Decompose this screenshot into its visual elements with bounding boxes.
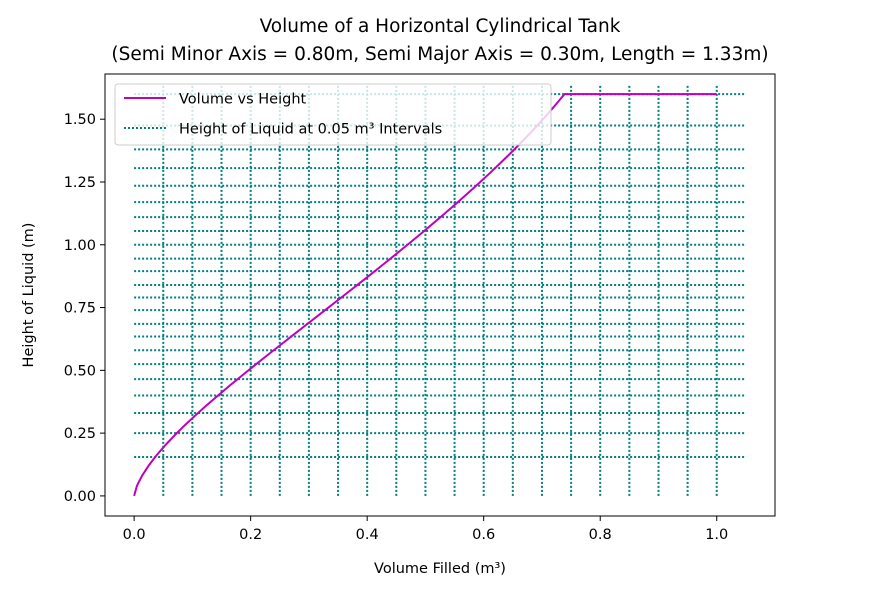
y-axis-ticks: 0.00 0.25 0.50 0.75 1.00 1.25 1.50: [64, 112, 105, 505]
volume-curve-line: [133, 93, 717, 497]
y-tick-label: 1.00: [64, 238, 96, 254]
interval-guide-lines: [134, 84, 746, 496]
x-tick-label: 0.0: [123, 527, 146, 543]
legend: Volume vs Height Height of Liquid at 0.0…: [114, 83, 552, 146]
y-tick-label: 0.75: [64, 301, 96, 317]
axes-background: [105, 74, 775, 516]
x-axis-ticks: 0.0 0.2 0.4 0.6 0.8 1.0: [123, 516, 728, 543]
x-axis-label: Volume Filled (m³): [374, 561, 506, 577]
legend-box: [114, 83, 552, 146]
y-tick-label: 1.25: [64, 175, 96, 191]
chart-title-line1: Volume of a Horizontal Cylindrical Tank: [260, 16, 621, 37]
y-tick-label: 0.50: [64, 363, 96, 379]
y-tick-label: 0.25: [64, 426, 96, 442]
y-axis-label: Height of Liquid (m): [21, 223, 37, 368]
y-tick-label: 1.50: [64, 112, 96, 128]
plot-area: [104, 73, 776, 517]
chart-title-line2: (Semi Minor Axis = 0.80m, Semi Major Axi…: [111, 44, 768, 65]
y-tick-label: 0.00: [64, 489, 96, 505]
x-tick-label: 1.0: [705, 527, 728, 543]
legend-label-interval-lines: Height of Liquid at 0.05 m³ Intervals: [179, 122, 442, 138]
volume-curve-group: [133, 93, 717, 497]
x-tick-label: 0.4: [356, 527, 379, 543]
legend-label-volume-curve: Volume vs Height: [179, 92, 307, 108]
x-tick-label: 0.6: [472, 527, 495, 543]
x-tick-label: 0.8: [589, 527, 612, 543]
axes-frame: [104, 73, 776, 517]
x-tick-label: 0.2: [239, 527, 262, 543]
